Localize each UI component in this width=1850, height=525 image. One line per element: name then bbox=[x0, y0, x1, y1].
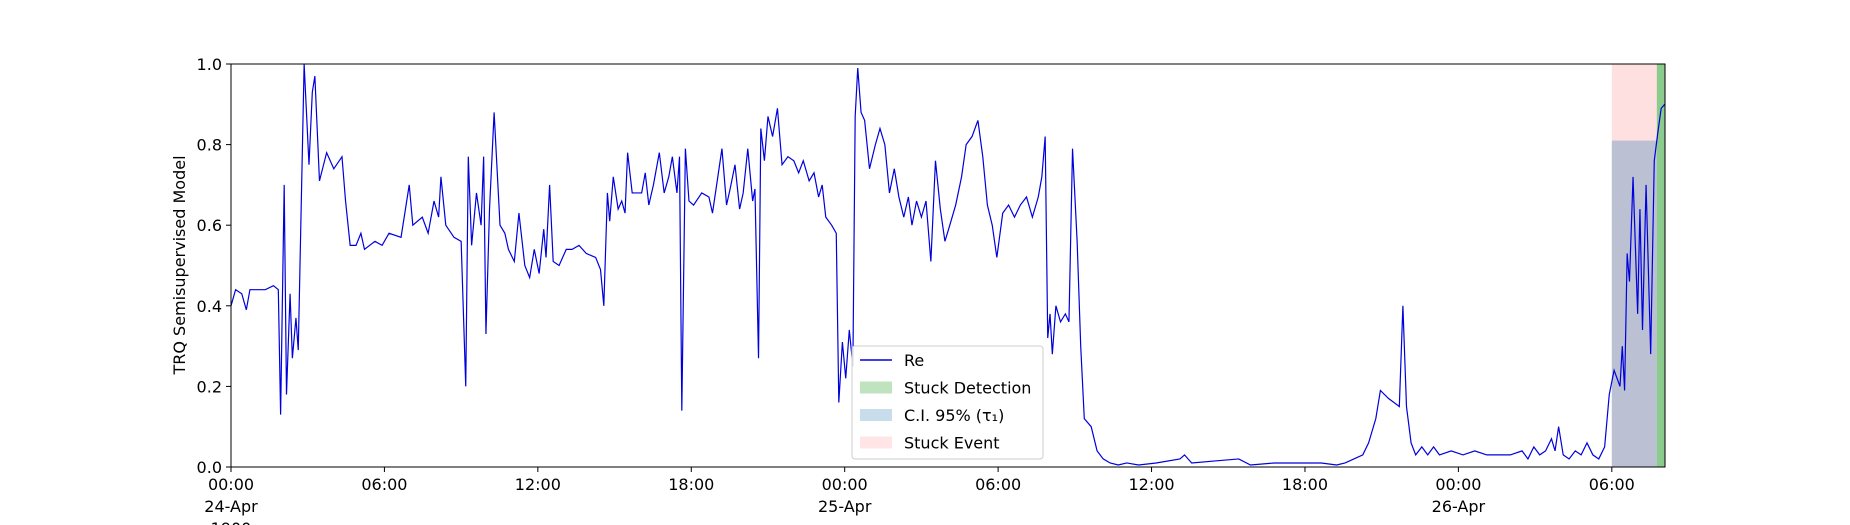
shaded-span bbox=[1611, 64, 1657, 467]
legend-label: C.I. 95% (τ₁) bbox=[904, 406, 1004, 425]
y-tick-label: 1.0 bbox=[197, 55, 222, 74]
y-tick-label: 0.4 bbox=[197, 297, 222, 316]
x-tick-label: 00:00 26-Apr bbox=[1432, 475, 1486, 516]
legend-label: Stuck Event bbox=[904, 434, 1000, 453]
x-tick-label: 06:00 bbox=[361, 475, 407, 494]
y-axis-label: TRQ Semisupervised Model bbox=[170, 155, 189, 375]
legend: Re Stuck Detection C.I. 95% (τ₁) Stuck Even… bbox=[851, 345, 1044, 460]
plot-frame bbox=[230, 63, 1666, 468]
legend-label: Re bbox=[904, 351, 924, 370]
x-tick-label: 12:00 bbox=[515, 475, 561, 494]
legend-swatch bbox=[860, 381, 892, 394]
y-tick-label: 0.6 bbox=[197, 216, 222, 235]
shaded-span bbox=[1656, 64, 1665, 467]
data-line bbox=[230, 63, 1666, 466]
x-tick-label: 06:00 bbox=[975, 475, 1021, 494]
legend-box bbox=[851, 345, 1044, 460]
shaded-span bbox=[1611, 140, 1657, 467]
legend-label: Stuck Detection bbox=[904, 379, 1031, 398]
x-tick-label: 18:00 bbox=[668, 475, 714, 494]
x-tick-label: 18:00 bbox=[1282, 475, 1328, 494]
legend-swatch bbox=[860, 436, 892, 449]
legend-swatch bbox=[860, 409, 892, 421]
y-tick-label: 0.2 bbox=[197, 377, 222, 396]
y-tick-label: 0.8 bbox=[197, 136, 222, 155]
x-tick-label: 12:00 bbox=[1128, 475, 1174, 494]
x-tick-label: 06:00 bbox=[1589, 475, 1635, 494]
y-tick-label: 0.0 bbox=[197, 458, 222, 477]
x-tick-label: 00:00 25-Apr bbox=[818, 475, 872, 516]
